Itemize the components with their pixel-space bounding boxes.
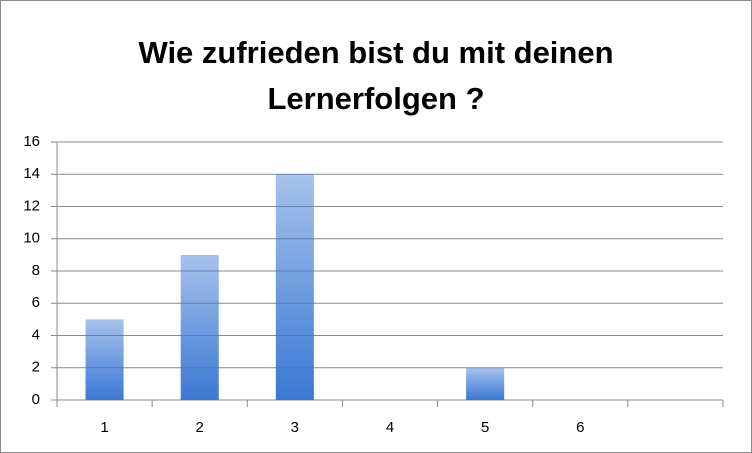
y-tick-label: 8 <box>32 262 40 279</box>
y-tick-label: 14 <box>23 165 40 182</box>
x-tick-label: 1 <box>100 419 108 436</box>
y-tick-label: 12 <box>23 197 40 214</box>
x-tick-label: 2 <box>196 419 204 436</box>
x-tick-label: 6 <box>576 419 584 436</box>
bar <box>275 174 314 400</box>
y-tick-label: 6 <box>32 294 40 311</box>
x-tick-label: 3 <box>291 419 299 436</box>
y-tick-label: 4 <box>32 326 40 343</box>
x-tick-label: 4 <box>386 419 394 436</box>
chart-title: Wie zufrieden bist du mit deinen Lernerf… <box>138 35 614 116</box>
y-tick-label: 0 <box>32 391 40 408</box>
bar <box>466 367 505 400</box>
x-tick-label: 5 <box>481 419 489 436</box>
y-tick-label: 2 <box>32 359 40 376</box>
y-tick-label: 10 <box>23 230 40 247</box>
y-tick-label: 16 <box>23 133 40 150</box>
bar <box>85 319 124 400</box>
bar <box>180 254 219 400</box>
